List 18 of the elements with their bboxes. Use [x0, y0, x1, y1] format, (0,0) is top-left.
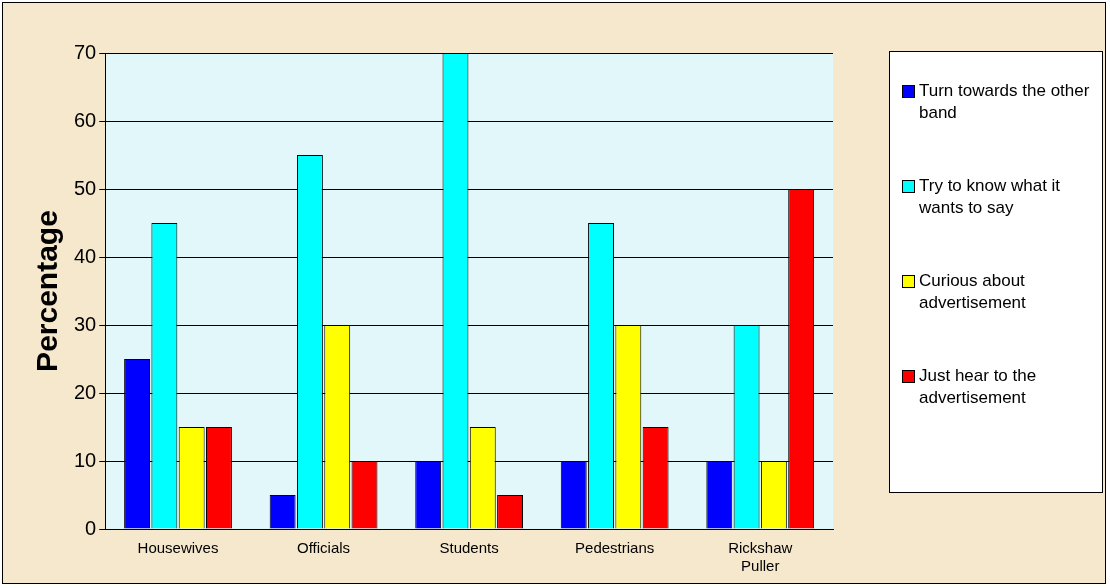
y-tick-label: 10	[74, 448, 97, 471]
y-tick-label: 60	[74, 108, 97, 131]
x-tick-label: Housewives	[137, 539, 219, 557]
y-axis-title: Percentage	[30, 210, 64, 372]
y-tick-label: 20	[74, 380, 97, 403]
x-tick-label: Students	[439, 539, 499, 557]
y-tick-label: 30	[74, 312, 97, 335]
legend-label: Curious about advertisement	[919, 270, 1027, 314]
x-tick-label: Pedestrians	[575, 539, 655, 557]
legend-label: Try to know what it wants to say	[919, 175, 1062, 219]
y-tick-label: 70	[74, 40, 97, 63]
y-tick-label: 0	[85, 516, 97, 539]
legend-label: Turn towards the other band	[919, 80, 1091, 124]
y-tick-label: 50	[74, 176, 97, 199]
x-tick-label: Officials	[297, 539, 351, 557]
y-tick-label: 40	[74, 244, 97, 267]
x-tick-label: Rickshaw Puller	[728, 539, 793, 575]
legend-label: Just hear to the advertisement	[919, 365, 1038, 409]
